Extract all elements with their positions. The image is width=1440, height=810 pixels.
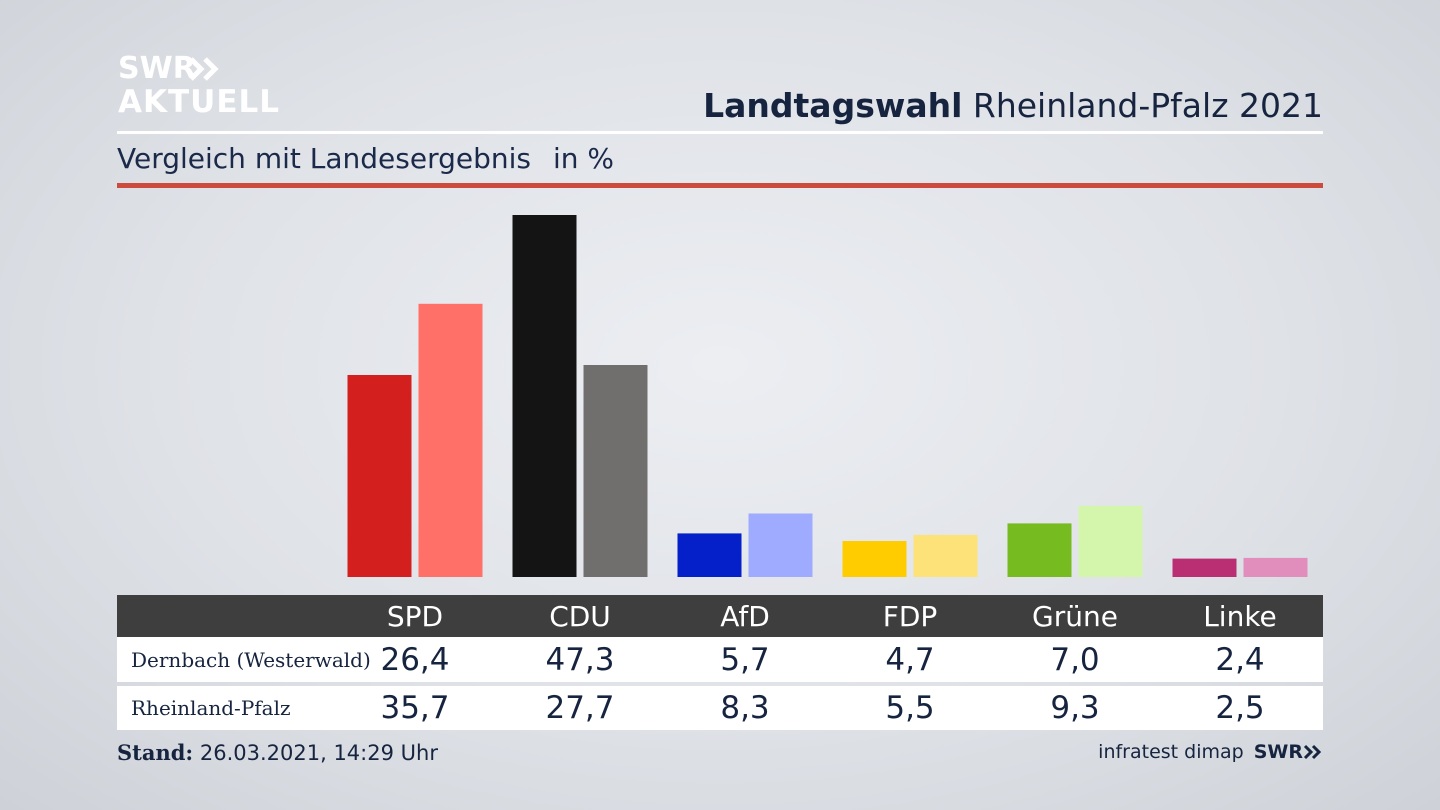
table-cell: 47,3 [545,641,615,678]
column-header: FDP [882,599,938,633]
column-header: Grüne [1032,599,1118,633]
title-rest: Rheinland-Pfalz 2021 [962,86,1323,125]
bar-spd-landesergebnis [418,303,483,577]
table-cell: 5,7 [720,641,770,678]
accent-divider [117,183,1323,188]
table-cell: 2,4 [1215,641,1265,678]
table-cell: 26,4 [380,641,450,678]
table-cell: 5,5 [885,690,935,726]
bar-afd-landesergebnis [748,513,813,577]
table-cell: 8,3 [720,690,770,726]
chart-subtitle: Vergleich mit Landesergebnis in % [117,142,614,175]
header-divider [117,131,1323,134]
bar-linke-dernbach [1172,558,1237,577]
stand-value: 26.03.2021, 14:29 Uhr [193,741,438,765]
bar-spd-dernbach [347,375,412,577]
column-header: SPD [386,599,444,633]
table-header: SPD CDU AfD FDP Grüne Linke [117,595,1323,637]
table-cell: 2,5 [1215,690,1265,726]
column-header: CDU [549,599,611,633]
row-label: Rheinland-Pfalz [131,696,291,720]
source-credit: infratest dimap SWR [1098,741,1323,763]
table-cell: 4,7 [885,641,935,678]
table-cell: 27,7 [545,690,615,726]
bar-cdu-dernbach [512,215,577,577]
table-cell: 7,0 [1050,641,1100,678]
column-header: Linke [1203,599,1277,633]
row-label: Dernbach (Westerwald) [131,647,371,672]
bar-afd-dernbach [677,533,742,577]
bar-linke-landesergebnis [1243,557,1308,577]
bar-fdp-landesergebnis [913,534,978,577]
stand-label: Stand: [117,740,194,765]
results-table: SPD CDU AfD FDP Grüne Linke Dernbach (Westerw… [117,595,1323,730]
bar-cdu-landesergebnis [583,365,648,577]
logo-line-1: SWR [118,51,196,86]
double-chevron-icon [189,57,219,81]
source-name: infratest dimap [1098,741,1244,763]
bar-fdp-dernbach [842,541,907,577]
table-row: Dernbach (Westerwald) 26,4 47,3 5,7 4,7 7,0 2… [117,637,1323,682]
subtitle-unit: in % [552,142,615,175]
source-brand: SWR [1254,741,1323,763]
bar-grne-landesergebnis [1078,505,1143,577]
column-header: AfD [720,599,770,633]
table-cell: 35,7 [380,690,450,726]
table-cell: 9,3 [1050,690,1100,726]
timestamp: Stand: 26.03.2021, 14:29 Uhr [117,740,438,765]
bar-grne-dernbach [1007,523,1072,577]
title-bold: Landtagswahl [703,86,963,125]
logo-line-2: AKTUELL [118,84,281,120]
source-brand-text: SWR [1253,741,1303,763]
table-row: Rheinland-Pfalz 35,7 27,7 8,3 5,5 9,3 2,5 [117,686,1323,730]
swr-aktuell-logo: SWR AKTUELL [118,51,279,118]
page-title: Landtagswahl Rheinland-Pfalz 2021 [703,86,1323,125]
double-chevron-icon [1303,744,1322,760]
subtitle-text: Vergleich mit Landesergebnis [117,142,531,175]
